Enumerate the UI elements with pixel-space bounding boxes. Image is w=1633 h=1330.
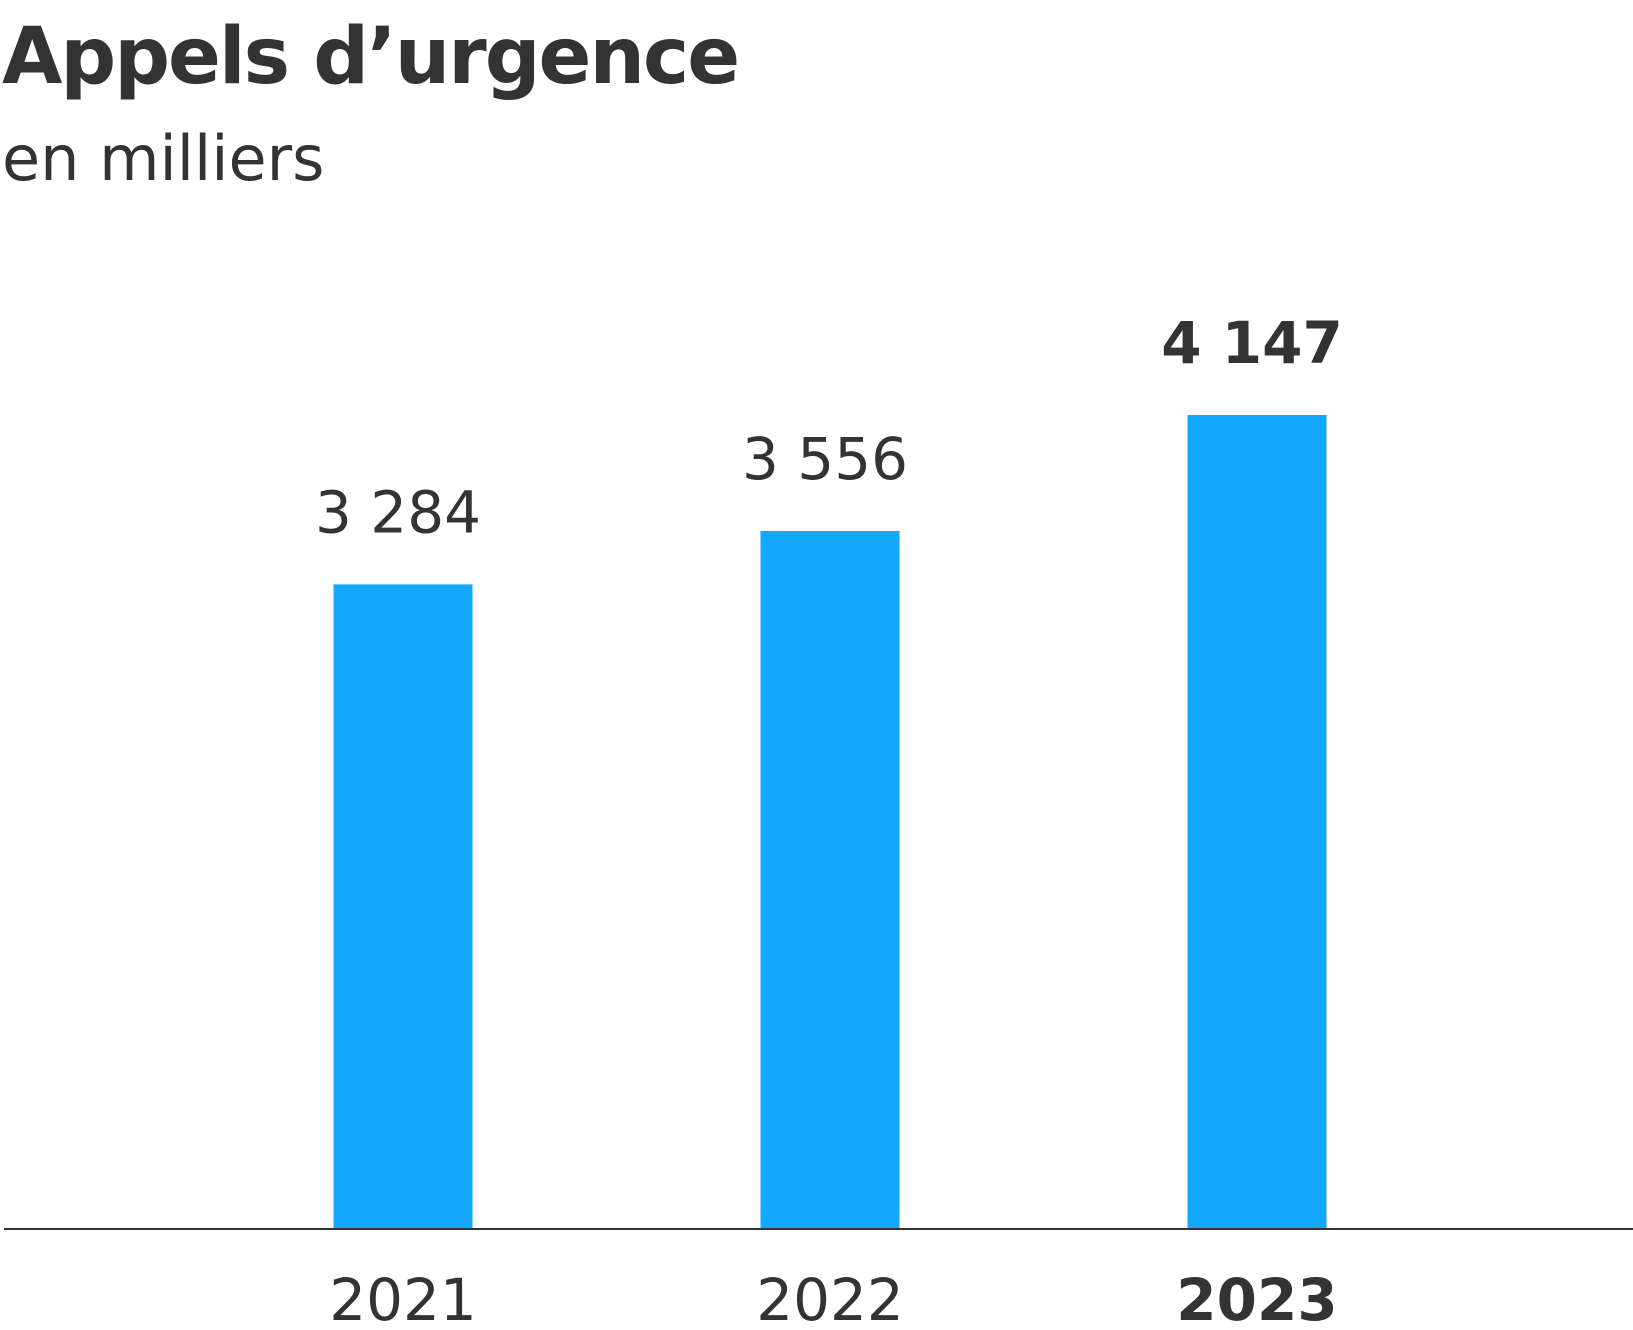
bar-2022 xyxy=(760,531,900,1229)
x-tick-label-2023: 2023 xyxy=(1176,1266,1337,1330)
labels-layer: 3 284 2021 3 556 2022 4 147 2023 xyxy=(315,309,1343,1330)
value-label-2023: 4 147 xyxy=(1161,309,1343,377)
bars-layer xyxy=(333,415,1327,1229)
chart-subtitle: en milliers xyxy=(2,122,325,195)
chart-title: Appels d’urgence xyxy=(2,12,740,102)
x-tick-label-2021: 2021 xyxy=(329,1266,477,1330)
value-label-2022: 3 556 xyxy=(742,425,908,493)
bar-2021 xyxy=(333,584,473,1229)
value-label-2021: 3 284 xyxy=(315,478,481,546)
bar-2023 xyxy=(1187,415,1327,1229)
x-tick-label-2022: 2022 xyxy=(756,1266,904,1330)
